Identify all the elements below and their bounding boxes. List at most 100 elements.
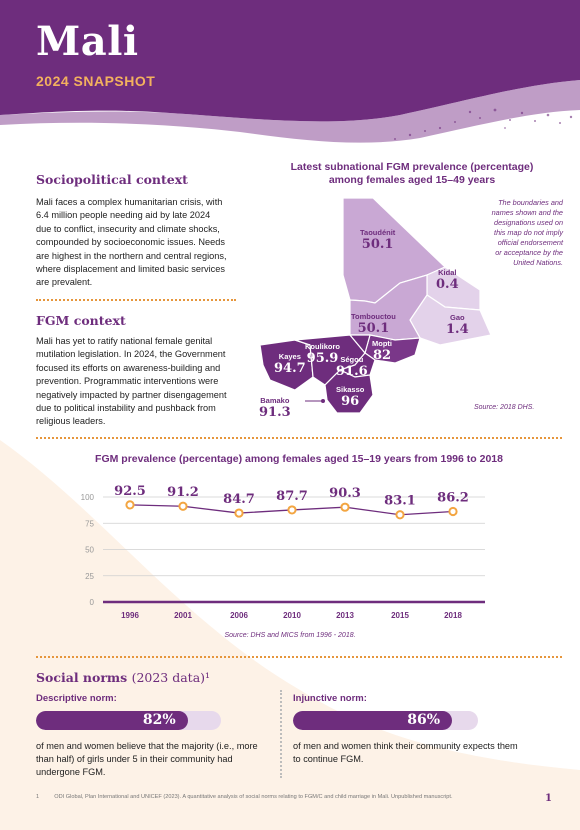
- disclaimer-line: United Nations.: [513, 258, 563, 267]
- social-norms-heading: Social norms (2023 data)¹: [36, 670, 210, 685]
- disclaimer-line: this map do not imply: [494, 228, 563, 237]
- region-label-kidal: Kidal 0.4: [436, 268, 459, 292]
- footnote-text: ODI Global, Plan International and UNICE…: [54, 794, 453, 800]
- divider: [36, 437, 562, 439]
- social-norms-suffix: (2023 data)¹: [131, 670, 211, 685]
- data-label: 86.2: [437, 490, 469, 505]
- text-line: focused its efforts on awareness-buildin…: [36, 362, 221, 373]
- text-line: due to conflict, insecurity and climate …: [36, 223, 220, 234]
- text-line: to continue FGM.: [293, 754, 364, 764]
- descriptive-norm-fill: 82%: [36, 711, 188, 730]
- y-tick-label: 50: [85, 546, 94, 555]
- sociopolitical-heading: Sociopolitical context: [36, 172, 188, 187]
- y-tick-label: 0: [90, 598, 95, 607]
- x-tick-label: 2015: [391, 611, 409, 620]
- data-label: 84.7: [223, 492, 255, 507]
- chart-source: Source: DHS and MICS from 1996 - 2018.: [224, 632, 356, 639]
- map-title: Latest subnational FGM prevalence (perce…: [262, 161, 562, 187]
- x-tick-label: 2006: [230, 611, 248, 620]
- region-label-mopti: Mopti 82: [372, 339, 392, 363]
- text-line: prevention. Programmatic interventions w…: [36, 376, 219, 387]
- injunctive-norm-value: 86%: [407, 712, 441, 728]
- injunctive-norm-text: of men and women think their community e…: [293, 740, 553, 766]
- region-label-tombouctou: Tombouctou 50.1: [351, 312, 396, 336]
- chart-title: FGM prevalence (percentage) among female…: [95, 453, 503, 465]
- disclaimer-line: official endorsement: [497, 238, 563, 247]
- data-point: [448, 506, 458, 517]
- header-banner: [0, 0, 580, 143]
- disclaimer-line: designations used on: [494, 218, 563, 227]
- footnote-number: 1: [36, 794, 40, 800]
- text-line: where displacement and limited basic ser…: [36, 264, 225, 275]
- sociopolitical-text: Mali faces a complex humanitarian crisis…: [36, 196, 251, 290]
- text-line: due to political instability and pushbac…: [36, 403, 216, 414]
- map-disclaimer: The boundaries and names shown and the d…: [438, 198, 563, 268]
- y-tick-label: 25: [85, 572, 94, 581]
- text-line: than half) of girls under 5 in their com…: [36, 754, 233, 764]
- x-tick-label: 2018: [444, 611, 462, 620]
- text-line: are prevalent.: [36, 277, 93, 288]
- map-title-line: among females aged 15–49 years: [328, 174, 496, 186]
- text-line: undergone FGM.: [36, 767, 106, 777]
- footnote: 1 ODI Global, Plan International and UNI…: [36, 794, 536, 800]
- region-sikasso: [324, 369, 374, 414]
- text-line: Mali faces a complex humanitarian crisis…: [36, 197, 223, 207]
- data-point: [287, 505, 297, 515]
- text-line: of men and women believe that the majori…: [36, 741, 258, 751]
- divider: [36, 299, 236, 301]
- text-line: negatively impacted by partner disengage…: [36, 389, 227, 400]
- snapshot-subtitle: 2024 SNAPSHOT: [36, 73, 156, 89]
- descriptive-norm-label: Descriptive norm:: [36, 693, 117, 704]
- text-line: Mali has yet to ratify national female g…: [36, 336, 213, 346]
- text-line: of men and women think their community e…: [293, 741, 518, 751]
- descriptive-norm-text: of men and women believe that the majori…: [36, 740, 281, 779]
- social-norms-title: Social norms: [36, 670, 128, 685]
- y-tick-label: 100: [81, 493, 95, 502]
- fgm-trend-chart: 0 25 50 75 100 92.5 1996 91.2 2001 84.7 2006 87.7 20…: [81, 484, 485, 620]
- data-point: [125, 500, 135, 510]
- data-label: 91.2: [167, 485, 199, 500]
- background-wave: [0, 440, 580, 830]
- disclaimer-line: The boundaries and: [498, 198, 563, 207]
- text-line: compounded by socioeconomic issues. Need…: [36, 237, 225, 248]
- data-label: 92.5: [114, 484, 146, 499]
- bamako-dot: [321, 399, 325, 403]
- text-line: mutilation legislation. In 2024, the Gov…: [36, 349, 226, 360]
- disclaimer-line: names shown and the: [491, 208, 563, 217]
- map-title-line: Latest subnational FGM prevalence (perce…: [290, 161, 534, 173]
- text-line: 6.4 million people needing aid by late 2…: [36, 210, 211, 221]
- region-label-kayes: Kayes 94.7: [274, 352, 306, 376]
- region-label-koulikoro: Koulikoro 95.9: [305, 342, 340, 366]
- data-label: 87.7: [276, 489, 308, 504]
- data-point: [234, 508, 244, 518]
- data-point: [178, 501, 188, 511]
- x-tick-label: 2010: [283, 611, 301, 620]
- data-point: [340, 502, 350, 512]
- disclaimer-line: or acceptance by the: [495, 248, 563, 257]
- data-label: 90.3: [329, 486, 361, 501]
- descriptive-norm-bar: 82%: [36, 711, 221, 730]
- y-tick-label: 75: [85, 519, 94, 528]
- region-label-bamako: Bamako 91.3: [259, 396, 291, 420]
- x-tick-label: 2001: [174, 611, 192, 620]
- injunctive-norm-fill: 86%: [293, 711, 453, 730]
- fgm-context-text: Mali has yet to ratify national female g…: [36, 335, 251, 429]
- text-line: religious leaders.: [36, 416, 106, 427]
- region-label-taoudenit: Taoudénit 50.1: [360, 228, 396, 252]
- mali-map: [259, 197, 492, 414]
- country-title: Mali: [36, 18, 139, 65]
- injunctive-norm-label: Injunctive norm:: [293, 693, 367, 704]
- text-line: are highest in the northern and central …: [36, 250, 227, 261]
- fgm-context-heading: FGM context: [36, 313, 126, 328]
- region-label-sikasso: Sikasso 96: [336, 385, 365, 409]
- data-point: [395, 510, 405, 520]
- page-number: 1: [545, 793, 552, 804]
- x-tick-label: 1996: [121, 611, 139, 620]
- map-source: Source: 2018 DHS.: [474, 404, 535, 411]
- divider: [36, 656, 562, 658]
- data-label: 83.1: [384, 494, 416, 509]
- injunctive-norm-bar: 86%: [293, 711, 478, 730]
- region-label-gao: Gao 1.4: [446, 313, 469, 337]
- x-tick-label: 2013: [336, 611, 354, 620]
- column-separator: [280, 690, 282, 778]
